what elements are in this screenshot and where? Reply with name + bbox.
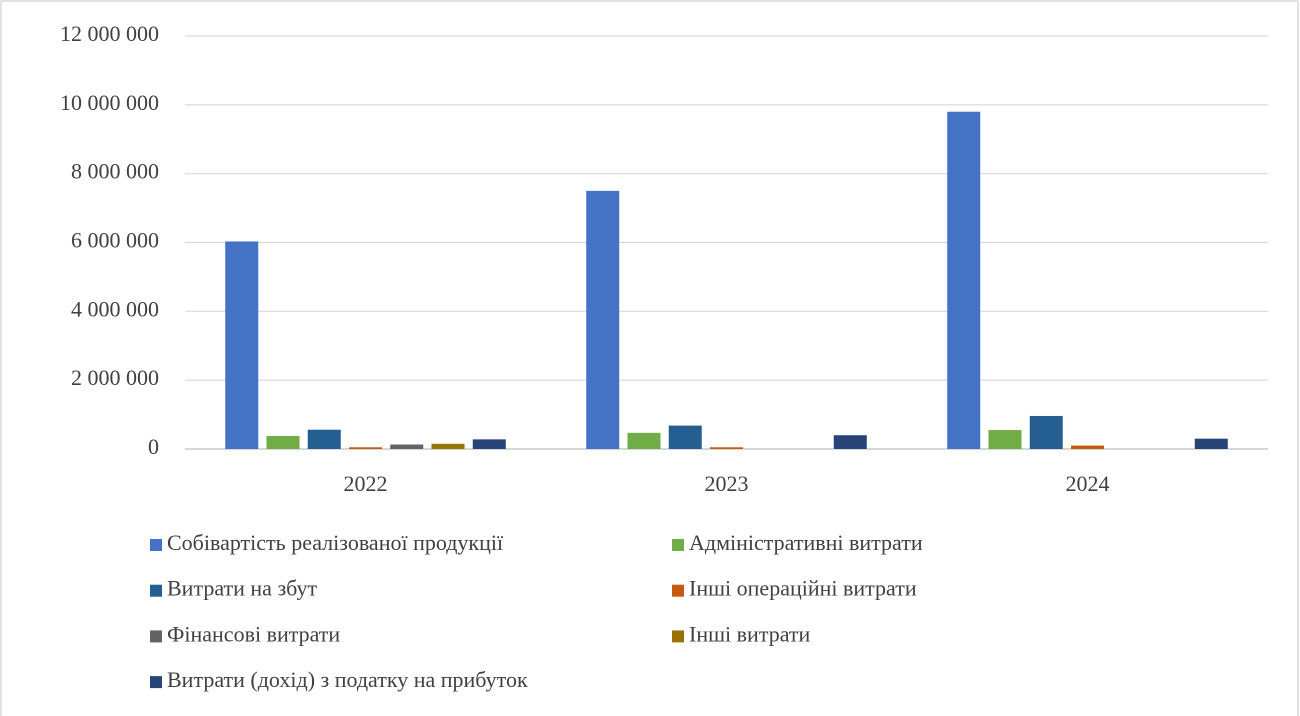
bar (390, 444, 424, 449)
legend-label: Собівартість реалізованої продукції (167, 530, 504, 555)
bar (307, 429, 341, 449)
y-tick-label: 0 (148, 434, 159, 459)
legend-label: Інші витрати (689, 621, 811, 646)
x-tick-label: 2024 (1066, 471, 1110, 496)
legend-swatch (150, 630, 162, 643)
legend-label: Інші операційні витрати (689, 576, 917, 601)
legend-label: Фінансові витрати (167, 621, 340, 646)
bar (1070, 445, 1105, 449)
legend-label: Адміністративні витрати (689, 530, 923, 555)
bar (348, 447, 383, 449)
legend-swatch (150, 539, 162, 551)
bar (1194, 438, 1228, 449)
x-tick-label: 2022 (344, 471, 388, 496)
legend-label: Витрати на збут (167, 576, 317, 601)
legend-swatch (150, 584, 162, 597)
bar (225, 241, 259, 449)
y-tick-label: 10 000 000 (60, 90, 159, 115)
legend-swatch (150, 676, 162, 689)
x-tick-label: 2023 (705, 471, 749, 496)
bar (833, 435, 867, 449)
y-tick-label: 6 000 000 (71, 228, 159, 253)
bar (947, 111, 981, 449)
bar (709, 447, 744, 449)
bar (988, 430, 1022, 449)
bar (668, 425, 702, 449)
y-tick-label: 8 000 000 (71, 159, 159, 184)
y-tick-label: 12 000 000 (60, 21, 159, 46)
legend-swatch (672, 630, 684, 643)
bar (586, 190, 620, 449)
bar (627, 432, 661, 449)
legend-swatch (672, 539, 684, 551)
bar (266, 435, 300, 449)
legend-swatch (672, 584, 684, 597)
legend-label: Витрати (дохід) з податку на прибуток (167, 667, 528, 692)
y-tick-label: 4 000 000 (71, 296, 159, 321)
bar (472, 439, 506, 449)
bar (1029, 415, 1063, 449)
bar (431, 443, 465, 449)
y-tick-label: 2 000 000 (71, 365, 159, 390)
